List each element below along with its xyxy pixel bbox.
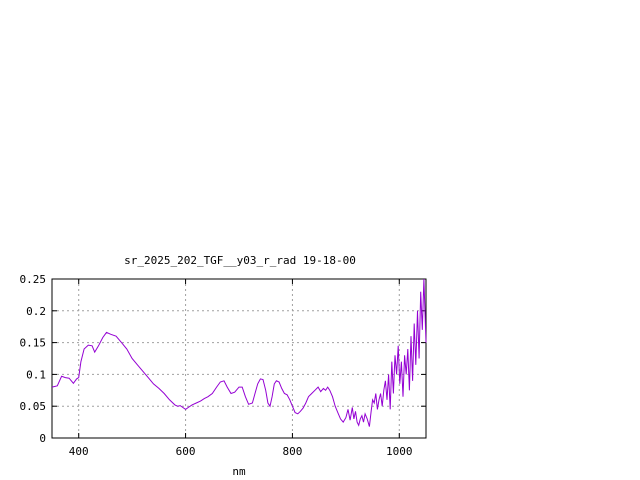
y-tick-label: 0.2 — [26, 305, 46, 318]
y-tick-label: 0.25 — [20, 273, 47, 286]
x-axis-label: nm — [232, 465, 246, 478]
y-tick-label: 0.05 — [20, 400, 47, 413]
axis-ticks: 0 0.05 0.1 0.15 0.2 0.25 400 600 800 1000 — [20, 273, 426, 458]
y-tick-label: 0.15 — [20, 337, 47, 350]
y-tick-label: 0 — [39, 432, 46, 445]
grid-lines — [52, 279, 426, 438]
x-tick-label: 600 — [176, 445, 196, 458]
x-tick-label: 800 — [282, 445, 302, 458]
plot-frame — [51, 278, 427, 439]
series-line — [51, 278, 427, 427]
chart-title: sr_2025_202_TGF__y03_r_rad 19-18-00 — [124, 254, 356, 267]
y-tick-label: 0.1 — [26, 368, 46, 381]
x-tick-label: 1000 — [386, 445, 413, 458]
x-tick-label: 400 — [69, 445, 89, 458]
